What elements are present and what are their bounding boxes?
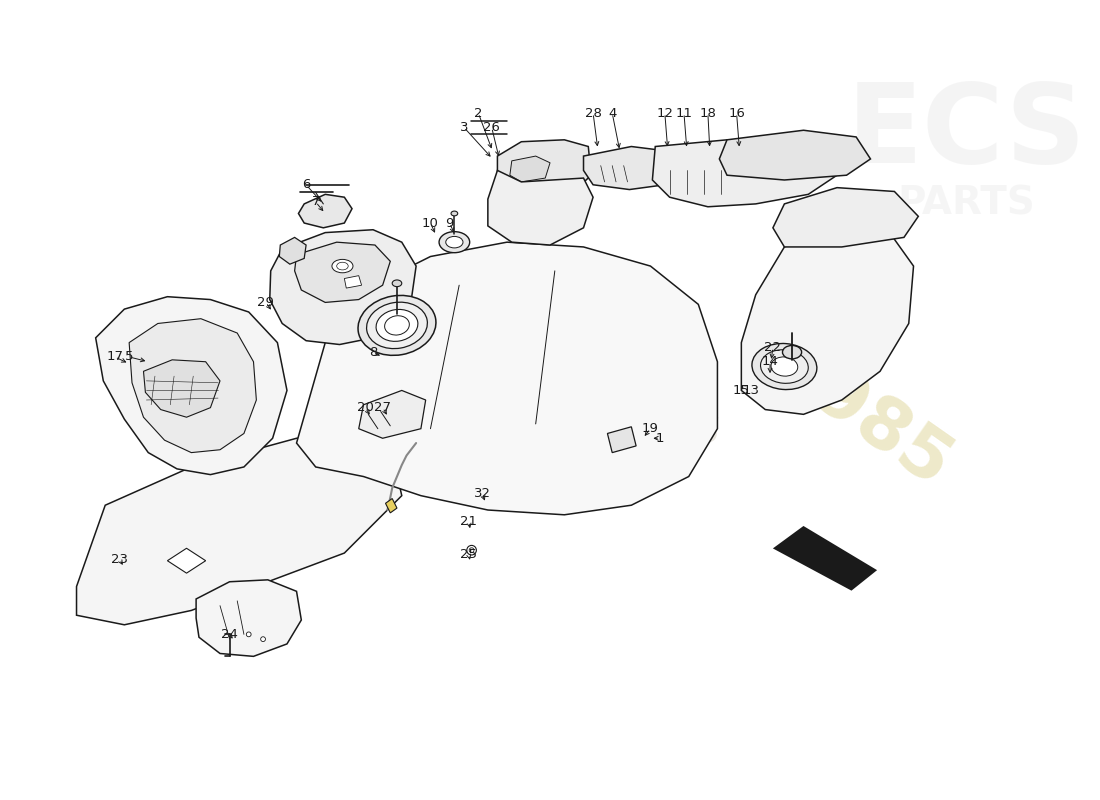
Ellipse shape — [332, 259, 353, 273]
Text: 22: 22 — [764, 341, 781, 354]
Ellipse shape — [451, 211, 458, 216]
Ellipse shape — [771, 357, 797, 376]
Polygon shape — [167, 548, 206, 573]
Ellipse shape — [393, 280, 402, 286]
Polygon shape — [295, 242, 390, 302]
Polygon shape — [354, 366, 631, 472]
Ellipse shape — [337, 262, 349, 270]
Ellipse shape — [439, 232, 470, 253]
Polygon shape — [760, 350, 789, 374]
Ellipse shape — [376, 310, 418, 342]
Text: 9: 9 — [446, 217, 454, 230]
Polygon shape — [488, 170, 593, 245]
Ellipse shape — [358, 295, 436, 355]
Text: 24: 24 — [221, 628, 238, 641]
Ellipse shape — [466, 546, 476, 555]
Polygon shape — [344, 276, 362, 288]
Text: 2: 2 — [474, 106, 483, 119]
Text: 10: 10 — [422, 217, 439, 230]
Ellipse shape — [752, 343, 817, 390]
Text: 21: 21 — [460, 515, 477, 528]
Polygon shape — [279, 238, 306, 264]
Text: 4: 4 — [608, 106, 616, 119]
Text: eurocartparts: eurocartparts — [332, 405, 720, 453]
Text: 28: 28 — [584, 106, 602, 119]
Polygon shape — [298, 194, 352, 228]
Ellipse shape — [782, 346, 802, 359]
Text: 19: 19 — [642, 422, 659, 435]
Text: 1: 1 — [656, 432, 664, 445]
Polygon shape — [359, 390, 426, 438]
Polygon shape — [652, 140, 837, 206]
Polygon shape — [774, 527, 876, 590]
Text: 26: 26 — [483, 121, 500, 134]
Polygon shape — [719, 130, 870, 180]
Text: 5: 5 — [125, 350, 133, 363]
Text: 23: 23 — [111, 554, 128, 566]
Polygon shape — [510, 156, 550, 182]
Polygon shape — [297, 242, 717, 514]
Polygon shape — [497, 140, 591, 198]
Text: 17: 17 — [107, 350, 123, 363]
Ellipse shape — [470, 548, 474, 553]
Text: 8: 8 — [368, 346, 377, 358]
Ellipse shape — [261, 637, 265, 642]
Polygon shape — [96, 297, 287, 474]
Ellipse shape — [246, 632, 251, 637]
Text: 12: 12 — [657, 106, 673, 119]
Polygon shape — [773, 188, 918, 247]
Text: 20: 20 — [358, 401, 374, 414]
Text: 18: 18 — [700, 106, 716, 119]
Polygon shape — [270, 230, 416, 345]
Text: ECS: ECS — [846, 78, 1086, 186]
Text: 6: 6 — [301, 178, 310, 191]
Ellipse shape — [366, 302, 428, 349]
Text: 25: 25 — [460, 549, 477, 562]
Text: PARTS: PARTS — [898, 185, 1035, 223]
Polygon shape — [741, 228, 913, 414]
Text: 14: 14 — [761, 355, 779, 368]
Ellipse shape — [385, 316, 409, 335]
Text: 16: 16 — [728, 106, 745, 119]
Polygon shape — [583, 146, 678, 190]
Text: 13: 13 — [742, 384, 759, 397]
Text: a passion for parts since 1985: a passion for parts since 1985 — [389, 458, 662, 476]
Polygon shape — [129, 318, 256, 453]
Polygon shape — [607, 426, 636, 453]
Polygon shape — [450, 429, 536, 477]
Polygon shape — [143, 360, 220, 418]
Ellipse shape — [760, 350, 808, 383]
Text: 15: 15 — [733, 384, 750, 397]
Polygon shape — [196, 580, 301, 656]
Text: 1985: 1985 — [759, 333, 964, 505]
Polygon shape — [483, 453, 512, 470]
Ellipse shape — [446, 237, 463, 248]
Polygon shape — [77, 434, 402, 625]
Text: 7: 7 — [311, 195, 320, 209]
Text: 27: 27 — [374, 401, 392, 414]
Text: 32: 32 — [474, 487, 491, 500]
Text: 11: 11 — [675, 106, 693, 119]
Text: 29: 29 — [257, 296, 274, 309]
Polygon shape — [385, 498, 397, 513]
Text: 3: 3 — [460, 121, 469, 134]
